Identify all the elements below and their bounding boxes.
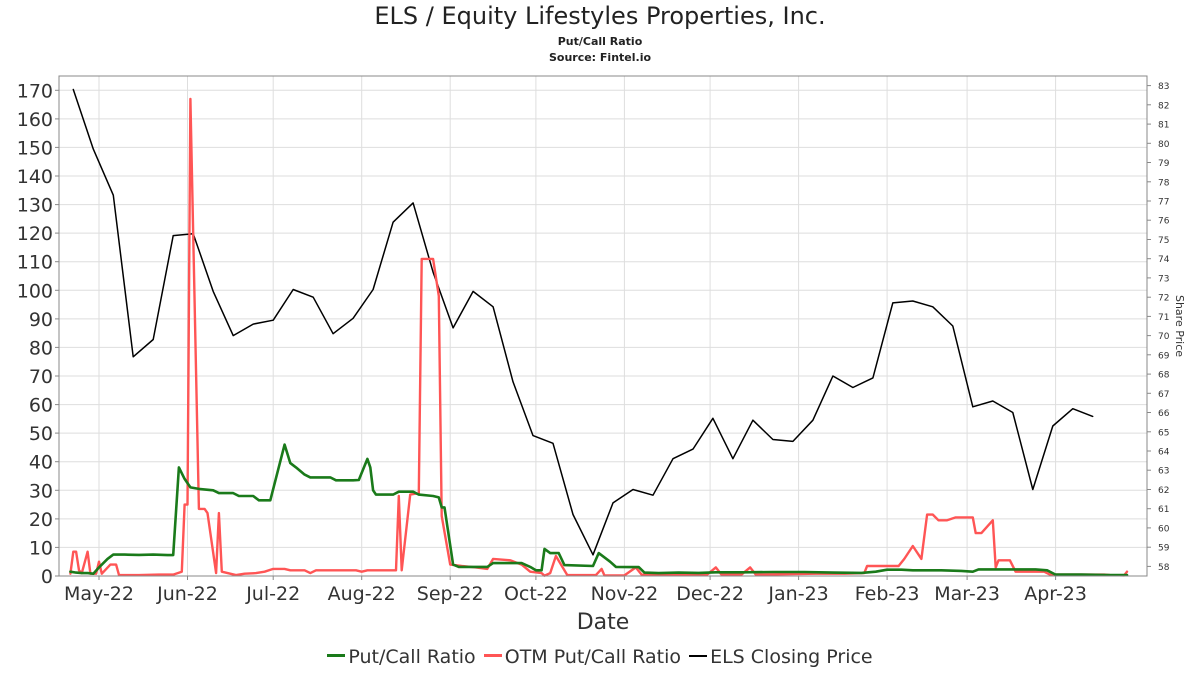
legend-swatch-otm-put-call bbox=[483, 654, 502, 657]
left-axis-tick-label: 50 bbox=[29, 423, 53, 445]
right-axis-tick-label: 72 bbox=[1158, 294, 1169, 304]
legend-swatch-closing-price bbox=[689, 654, 708, 657]
left-axis-tick-label: 140 bbox=[17, 166, 53, 188]
legend-item-put-call: Put/Call Ratio bbox=[327, 646, 476, 668]
right-axis-tick-label: 79 bbox=[1158, 159, 1170, 169]
left-axis-tick-label: 60 bbox=[29, 395, 53, 417]
left-axis-tick-label: 10 bbox=[29, 537, 53, 559]
left-axis-tick-label: 110 bbox=[17, 252, 53, 274]
x-axis-label: Date bbox=[577, 610, 630, 635]
chart-source: Source: Fintel.io bbox=[548, 51, 652, 64]
x-axis-tick-label: Jul-22 bbox=[245, 583, 300, 605]
right-axis-tick-label: 70 bbox=[1158, 332, 1170, 342]
left-axis-tick-label: 120 bbox=[17, 223, 53, 245]
series-layer bbox=[69, 88, 1129, 577]
right-axis-tick-label: 63 bbox=[1158, 467, 1169, 477]
left-axis-ticks: 0 10 20 30 40 50 60 70 80 90 100 110 120 130 140 150 160… bbox=[17, 80, 59, 588]
x-axis-tick-label: Nov-22 bbox=[591, 583, 659, 605]
right-axis-tick-label: 69 bbox=[1158, 351, 1170, 361]
right-axis-tick-label: 59 bbox=[1158, 544, 1170, 554]
legend-label-closing-price: ELS Closing Price bbox=[710, 646, 873, 668]
x-axis-tick-label: Sep-22 bbox=[417, 583, 484, 605]
x-axis-tick-label: Apr-23 bbox=[1024, 583, 1087, 605]
left-axis-tick-label: 70 bbox=[29, 366, 53, 388]
x-axis-tick-label: Jun-22 bbox=[156, 583, 218, 605]
x-axis-tick-label: Aug-22 bbox=[328, 583, 396, 605]
plot-area bbox=[59, 76, 1147, 576]
x-axis-tick-label: Oct-22 bbox=[504, 583, 568, 605]
right-axis-tick-label: 83 bbox=[1158, 82, 1169, 92]
legend-item-otm-put-call: OTM Put/Call Ratio bbox=[483, 646, 682, 668]
right-axis-tick-label: 78 bbox=[1158, 178, 1170, 188]
x-axis-tick-label: May-22 bbox=[64, 583, 134, 605]
x-axis-tick-label: Dec-22 bbox=[676, 583, 744, 605]
right-axis-tick-label: 66 bbox=[1158, 409, 1170, 419]
left-axis-tick-label: 0 bbox=[41, 566, 53, 588]
chart-subtitle: Put/Call Ratio bbox=[557, 35, 643, 48]
right-axis-tick-label: 74 bbox=[1158, 255, 1170, 265]
left-axis-tick-label: 100 bbox=[17, 280, 53, 302]
legend-swatch-put-call bbox=[327, 654, 346, 657]
plot-frame bbox=[58, 75, 1148, 577]
right-axis-tick-label: 81 bbox=[1158, 121, 1169, 131]
x-axis-tick-label: Mar-23 bbox=[934, 583, 1000, 605]
x-axis-ticks: May-22 Jun-22 Jul-22 Aug-22 Sep-22 Oct-22 Nov-… bbox=[64, 576, 1087, 605]
right-axis-tick-label: 67 bbox=[1158, 390, 1169, 400]
left-axis-tick-label: 130 bbox=[17, 195, 53, 217]
legend-label-otm-put-call: OTM Put/Call Ratio bbox=[504, 646, 682, 668]
left-axis-tick-label: 90 bbox=[29, 309, 53, 331]
right-axis-tick-label: 65 bbox=[1158, 428, 1169, 438]
left-axis-tick-label: 160 bbox=[17, 109, 53, 131]
x-axis-tick-label: Jan-23 bbox=[767, 583, 828, 605]
right-axis-tick-label: 82 bbox=[1158, 101, 1169, 111]
right-axis-tick-label: 58 bbox=[1158, 563, 1170, 573]
right-axis-tick-label: 80 bbox=[1158, 140, 1170, 150]
right-axis-tick-label: 64 bbox=[1158, 448, 1170, 458]
right-axis-ticks: 58 59 60 61 62 63 64 65 66 67 68 69 70 71 72 73 74 75 76 77… bbox=[1147, 82, 1170, 573]
series-line-els-closing-price bbox=[72, 88, 1094, 556]
right-axis-tick-label: 73 bbox=[1158, 274, 1169, 284]
right-axis-tick-label: 77 bbox=[1158, 198, 1169, 208]
left-axis-tick-label: 30 bbox=[29, 480, 53, 502]
right-axis-tick-label: 61 bbox=[1158, 505, 1169, 515]
left-axis-tick-label: 150 bbox=[17, 137, 53, 159]
right-axis-tick-label: 76 bbox=[1158, 217, 1170, 227]
left-axis-tick-label: 170 bbox=[17, 80, 53, 102]
grid-lines bbox=[59, 76, 1147, 577]
chart-title: ELS / Equity Lifestyles Properties, Inc. bbox=[374, 2, 826, 30]
series-line-put-call-ratio bbox=[69, 443, 1129, 577]
left-axis-tick-label: 20 bbox=[29, 509, 53, 531]
right-axis-tick-label: 71 bbox=[1158, 313, 1169, 323]
right-axis-label: Share Price bbox=[1173, 295, 1186, 357]
right-axis-tick-label: 75 bbox=[1158, 236, 1169, 246]
right-axis-tick-label: 60 bbox=[1158, 524, 1170, 534]
right-axis-tick-label: 68 bbox=[1158, 371, 1170, 381]
left-axis-tick-label: 80 bbox=[29, 337, 53, 359]
legend-label-put-call: Put/Call Ratio bbox=[348, 646, 476, 668]
right-axis-tick-label: 62 bbox=[1158, 486, 1169, 496]
legend-item-closing-price: ELS Closing Price bbox=[689, 646, 873, 668]
x-axis-tick-label: Feb-23 bbox=[855, 583, 920, 605]
left-axis-tick-label: 40 bbox=[29, 452, 53, 474]
legend: Put/Call Ratio OTM Put/Call Ratio ELS Cl… bbox=[0, 646, 1200, 668]
